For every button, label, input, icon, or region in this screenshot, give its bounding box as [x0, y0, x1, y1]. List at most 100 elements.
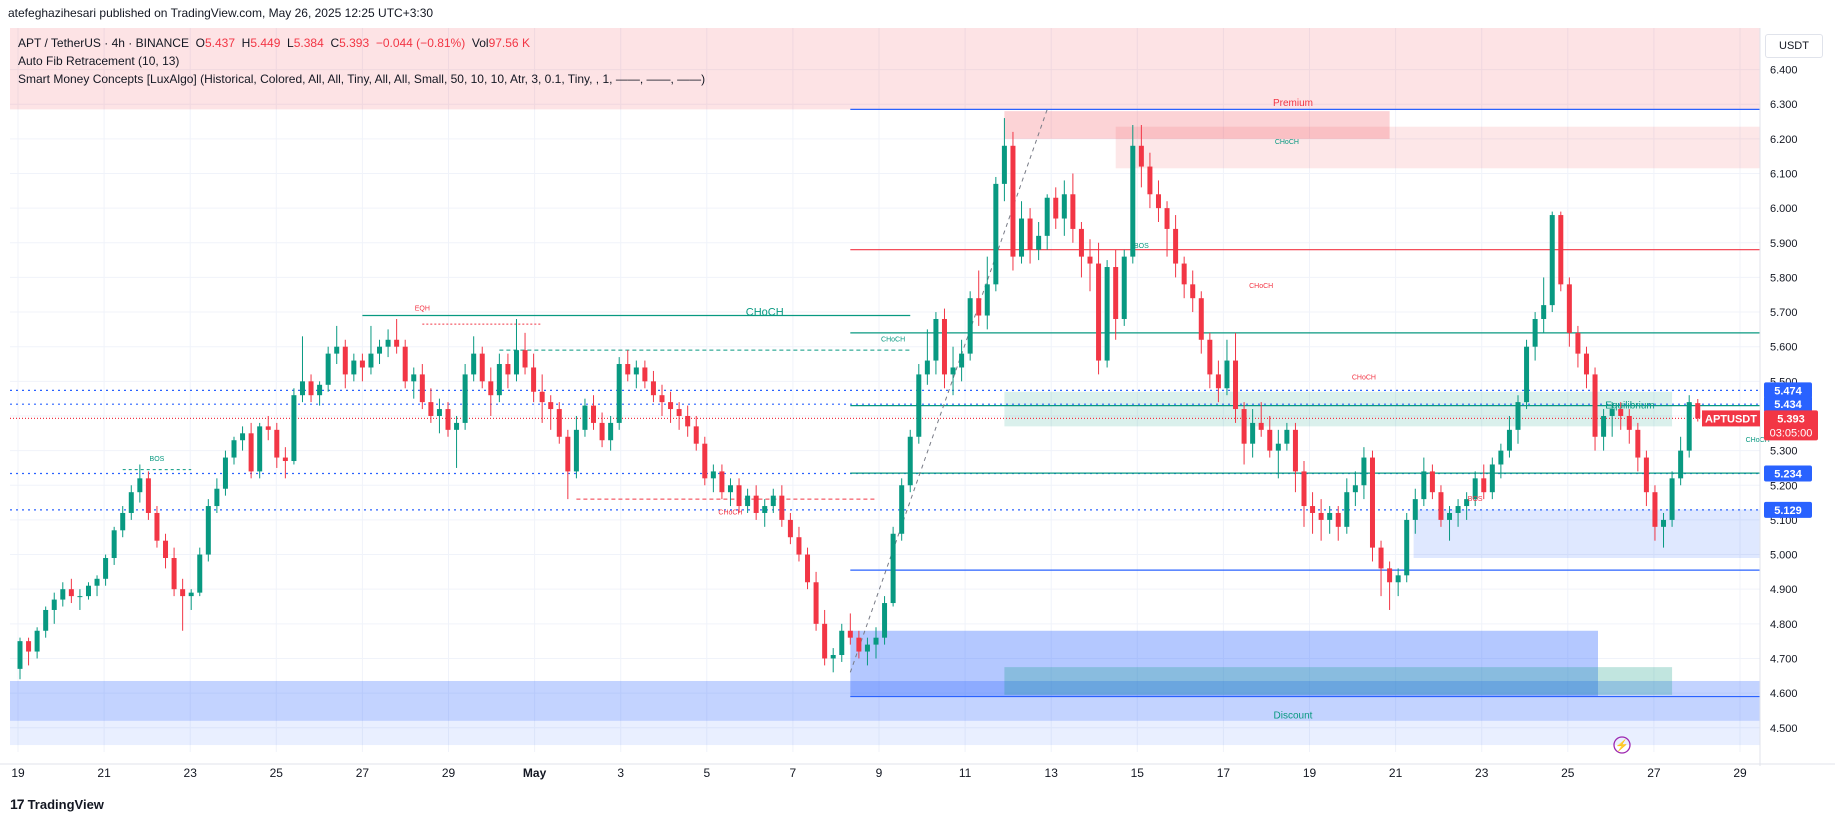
indicator-fib[interactable]: Auto Fib Retracement (10, 13) [18, 54, 180, 68]
equilibrium-label: Equilibrium [1605, 401, 1654, 412]
demand-inner [1004, 667, 1673, 695]
smc-label: CHoCH [881, 337, 905, 344]
candle-body [205, 506, 211, 555]
price-tag [1764, 465, 1812, 482]
candle-body [1352, 485, 1358, 493]
candle-body [445, 409, 451, 430]
candle-body [1583, 353, 1589, 375]
candle-body [753, 495, 759, 513]
volume-value: 97.56 K [488, 36, 530, 50]
candle-body [1301, 471, 1307, 507]
y-tick-label: 6.100 [1770, 168, 1798, 180]
smc-label: CHoCH [1249, 283, 1273, 290]
indicator-smc[interactable]: Smart Money Concepts [LuxAlgo] (Historic… [18, 72, 706, 86]
candle-body [402, 346, 408, 382]
candle-body [1575, 332, 1581, 354]
candle-body [1096, 263, 1102, 361]
candle-body [1566, 284, 1572, 333]
candle-body [839, 630, 845, 656]
candle-body [462, 374, 468, 423]
low-value: 5.384 [293, 36, 324, 50]
candle-body [1592, 374, 1598, 437]
candle-body [882, 603, 888, 638]
candle-body [719, 471, 725, 493]
lightning-icon-glyph: ⚡ [1615, 739, 1629, 752]
y-tick-label: 6.000 [1770, 203, 1798, 215]
tradingview-footer[interactable]: 17 TradingView [10, 796, 104, 812]
volume-label: Vol [471, 36, 489, 50]
candle-body [163, 540, 169, 559]
candle-body [1258, 422, 1264, 430]
candle-body [496, 364, 502, 396]
supply-block [1004, 111, 1390, 139]
candle-body [830, 655, 836, 659]
smc-label: EQH [415, 305, 430, 312]
time-axis[interactable]: 19 21 23 25 27 29 May 3 5 7 9 11 13 15 17 19 21 23 25 27 29 [0, 763, 1835, 780]
price-tags: 5.474 5.434 5.234 5.129 APTUSDT 5.393 03:05:00 [1702, 382, 1818, 518]
y-tick-label: 4.700 [1770, 653, 1798, 665]
candle-body [548, 402, 554, 410]
candle-body [77, 596, 83, 598]
candle-body [693, 426, 699, 444]
candle-body [522, 350, 528, 368]
candle-body [1369, 457, 1375, 548]
candle-body [1455, 506, 1461, 513]
symbol-name[interactable]: APT / TetherUS · 4h · BINANCE [18, 36, 189, 50]
candle-body [428, 402, 434, 416]
smc-label: BOS [150, 456, 165, 463]
last-price-label: 5.393 [1777, 413, 1805, 425]
candle-body [847, 630, 853, 638]
candle-body [1438, 492, 1444, 520]
candle-body [377, 346, 383, 354]
symbol-row: APT / TetherUS · 4h · BINANCE O5.437 H5.… [18, 34, 705, 52]
high-label: H [241, 36, 251, 50]
level-lines [10, 108, 1760, 698]
candle-body [650, 381, 656, 396]
candle-body [573, 429, 579, 472]
symbol-tag-label: APTUSDT [1705, 413, 1757, 425]
candle-body [856, 637, 862, 652]
lightning-icon [1613, 736, 1631, 754]
candle-body [702, 443, 708, 479]
candle-body [419, 374, 425, 403]
symbol-tag [1702, 410, 1760, 427]
smc-label: CHoCH [1746, 437, 1770, 444]
candle-body [779, 495, 785, 520]
candle-body [770, 495, 776, 507]
candle-body [488, 381, 494, 396]
candle-body [1233, 360, 1239, 410]
candle-body [1078, 228, 1084, 257]
candle-body [1121, 256, 1127, 319]
y-tick-label: 5.900 [1770, 238, 1798, 250]
candle-body [1361, 457, 1367, 486]
candle-body [471, 353, 477, 375]
price-tag-label: 5.129 [1774, 505, 1802, 517]
candle-body [334, 346, 340, 354]
equilibrium-zone [1004, 391, 1673, 427]
candle-body [805, 554, 811, 583]
tradingview-logo-icon: 17 [10, 796, 25, 812]
x-tick-label: 27 [356, 766, 370, 780]
candle-body [539, 391, 545, 403]
candle-body [1138, 145, 1144, 167]
smc-label: CHoCH [1352, 375, 1376, 382]
y-tick-label: 5.600 [1770, 342, 1798, 354]
candle-body [890, 533, 896, 604]
candle-body [1447, 512, 1453, 520]
candle-body [111, 530, 117, 559]
candle-body [1318, 512, 1324, 520]
candle-body [325, 353, 331, 385]
candle-body [1224, 360, 1230, 389]
candle-body [1044, 197, 1050, 236]
candle-body [1155, 194, 1161, 209]
x-tick-label: 29 [442, 766, 456, 780]
y-tick-label: 4.500 [1770, 723, 1798, 735]
candle-body [822, 623, 828, 659]
candle-body [582, 405, 588, 430]
currency-button[interactable]: USDT [1765, 34, 1823, 58]
candle-body [762, 506, 768, 513]
candle-body [265, 426, 271, 430]
fib-diagonal [849, 109, 1048, 673]
candle-body [1618, 409, 1624, 416]
